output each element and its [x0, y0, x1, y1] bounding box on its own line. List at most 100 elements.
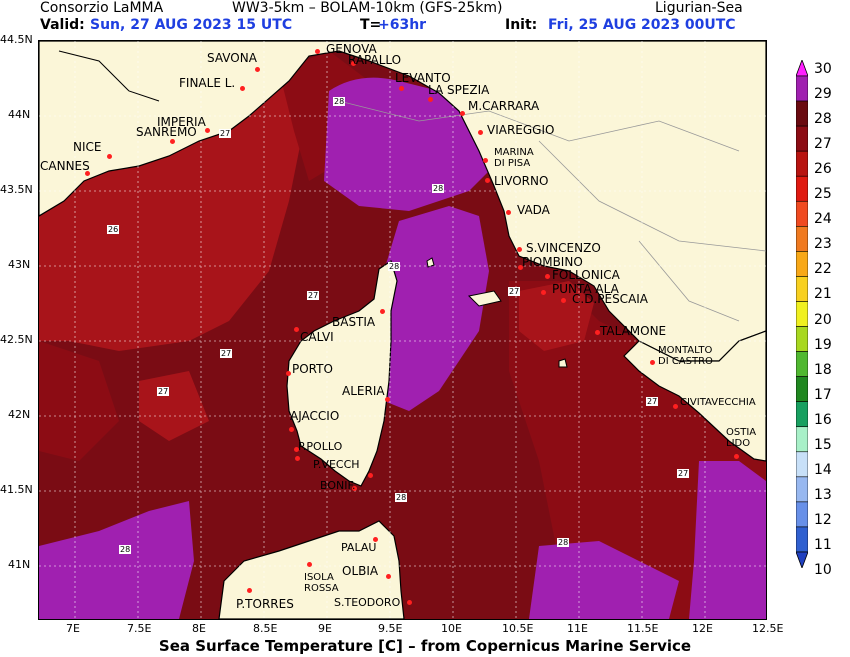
colorbar-segment	[796, 376, 808, 402]
colorbar-tick-label: 21	[814, 286, 832, 303]
city-civitavecchia: CIVITAVECCHIA	[680, 397, 756, 408]
city-isola-rossa: ISOLA ROSSA	[304, 572, 339, 594]
lon-label-12-5: 12.5E	[752, 622, 784, 635]
city-p-pollo: P.POLLO	[298, 440, 343, 453]
city-p-torres: P.TORRES	[236, 597, 294, 611]
colorbar-segment	[796, 451, 808, 478]
isotherm-label: 28	[119, 545, 132, 554]
colorbar-arrow-bottom	[796, 551, 808, 568]
city-p-vecch: P.VECCH	[313, 458, 360, 471]
city-dot	[373, 537, 378, 542]
colorbar-tick-label: 29	[814, 86, 832, 103]
colorbar-segment	[796, 401, 808, 428]
city-vada: VADA	[517, 203, 550, 217]
lon-label-12: 12E	[692, 622, 713, 635]
land-lazio	[623, 330, 766, 462]
city-m-carrara: M.CARRARA	[468, 99, 540, 113]
colorbar-segment	[796, 226, 808, 252]
city-viareggio: VIAREGGIO	[487, 123, 555, 137]
sea-zone-28-southwest	[39, 501, 194, 619]
colorbar-tick-label: 13	[814, 486, 832, 503]
city-ostia-lido: OSTIA LIDO	[726, 427, 757, 449]
city-dot	[240, 86, 245, 91]
lon-label-7: 7E	[66, 622, 80, 635]
city-dot	[315, 49, 320, 54]
colorbar-segment	[796, 251, 808, 277]
city-punta-ala: PUNTA ALA	[552, 282, 619, 296]
island-capraia	[426, 257, 435, 268]
lat-label-43: 43N	[8, 258, 31, 271]
colorbar-segment	[796, 125, 808, 152]
lon-label-9-5: 9.5E	[378, 622, 403, 635]
isotherm-label: 28	[395, 493, 408, 502]
city-dot	[107, 154, 112, 159]
init-value: Fri, 25 AUG 2023 00UTC	[548, 17, 736, 33]
colorbar-segment	[796, 326, 808, 352]
city-la-spezia: LA SPEZIA	[428, 83, 490, 97]
isotherm-label: 28	[557, 538, 570, 547]
city-bonif: BONIF.	[320, 479, 356, 492]
city-dot	[478, 130, 483, 135]
isotherm-label: 27	[307, 291, 320, 300]
city-dot	[407, 600, 412, 605]
city-dot	[247, 588, 252, 593]
sst-map	[38, 40, 767, 620]
lead-value: +63hr	[378, 17, 427, 33]
lon-label-10: 10E	[441, 622, 462, 635]
city-dot	[255, 67, 260, 72]
colorbar-segment	[796, 351, 808, 377]
colorbar-tick-label: 30	[814, 61, 832, 77]
colorbar-segment	[796, 526, 808, 553]
colorbar-tick-label: 17	[814, 386, 832, 403]
city-dot	[650, 360, 655, 365]
city-talamone: TALAMONE	[600, 324, 667, 338]
city-porto: PORTO	[292, 362, 333, 376]
city-marina-di-pisa: MARINA DI PISA	[494, 147, 534, 169]
city-genova: GENOVA	[326, 42, 377, 56]
lat-label-42-5: 42.5N	[0, 333, 33, 346]
city-dot	[506, 210, 511, 215]
colorbar-tick-label: 25	[814, 186, 832, 203]
colorbar-segment	[796, 100, 808, 127]
colorbar-tick-label: 28	[814, 111, 832, 128]
border-regions-3	[638, 240, 740, 322]
city-dot	[428, 97, 433, 102]
city-dot	[545, 274, 550, 279]
city-montalto: MONTALTO DI CASTRO	[658, 345, 713, 367]
colorbar-segment	[796, 175, 808, 202]
colorbar-tick-label: 10	[814, 562, 832, 579]
city-dot	[85, 171, 90, 176]
land-sardinia	[218, 520, 405, 619]
city-imperia: IMPERIA	[157, 115, 206, 129]
city-dot	[386, 574, 391, 579]
init-label: Init:	[505, 17, 538, 33]
city-dot	[170, 139, 175, 144]
island-elba	[467, 290, 502, 307]
city-dot	[286, 371, 291, 376]
colorbar-segment	[796, 200, 808, 227]
sea-zone-27-sw	[39, 341, 119, 461]
city-dot	[460, 111, 465, 116]
lead-label: T=	[360, 17, 382, 33]
sea-zone-28-corsica-channel	[379, 206, 489, 411]
city-nice: NICE	[73, 140, 102, 154]
city-palau: PALAU	[341, 541, 377, 554]
isotherm-label: 27	[219, 129, 232, 138]
city-piombino: PIOMBINO	[522, 255, 583, 269]
city-dot	[518, 265, 523, 270]
city-dot	[399, 86, 404, 91]
border-regions-1	[338, 100, 740, 152]
city-dot	[734, 454, 739, 459]
isotherm-label: 26	[107, 225, 120, 234]
sea-zone-28-north	[324, 77, 489, 212]
island-giglio	[558, 358, 568, 368]
org-name: Consorzio LaMMA	[40, 0, 164, 16]
city-dot	[595, 330, 600, 335]
colorbar-tick-label: 26	[814, 161, 832, 178]
sea-zone-28-south	[529, 541, 679, 619]
city-calvi: CALVI	[300, 330, 334, 344]
city-dot	[205, 128, 210, 133]
lon-label-8-5: 8.5E	[253, 622, 278, 635]
colorbar-tick-label: 15	[814, 436, 832, 453]
footer-caption: Sea Surface Temperature [C] – from Coper…	[158, 637, 692, 655]
